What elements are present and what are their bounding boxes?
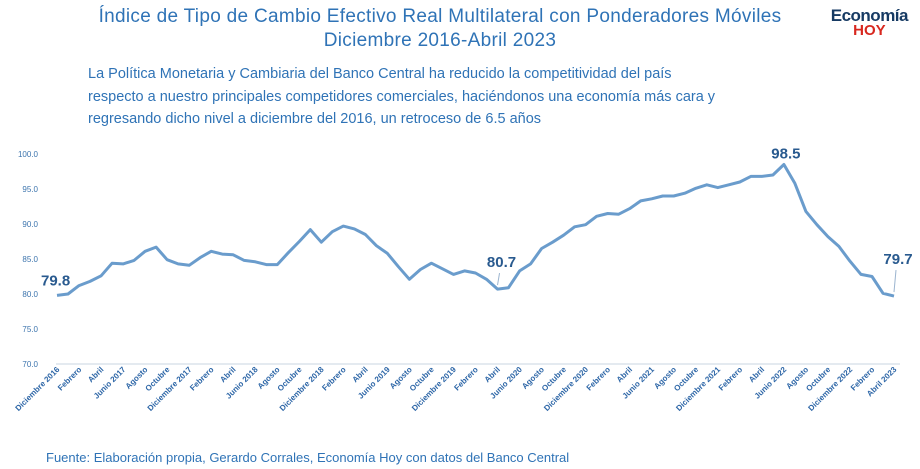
- x-tick-label: Abril: [483, 365, 502, 384]
- data-label: 98.5: [771, 146, 800, 163]
- subtitle-line2: respecto a nuestro principales competido…: [88, 89, 716, 105]
- source-note: Fuente: Elaboración propia, Gerardo Corr…: [46, 450, 570, 465]
- x-tick-label: Febrero: [320, 365, 348, 393]
- x-tick-label: Diciembre 2016: [14, 365, 62, 413]
- x-tick-label: Febrero: [717, 365, 745, 393]
- x-tick-label: Febrero: [585, 365, 613, 393]
- x-tick-label: Abril: [218, 365, 237, 384]
- data-labels: 79.8 80.7 98.5 79.7: [41, 146, 913, 293]
- x-tick-label: Abril: [351, 365, 370, 384]
- subtitle-line3: regresando dicho nivel a diciembre del 2…: [88, 111, 542, 127]
- x-tick-label: Febrero: [56, 365, 84, 393]
- data-label: 79.7: [883, 251, 912, 268]
- series-line: [56, 163, 895, 298]
- y-tick-label: 95.0: [22, 185, 38, 194]
- x-tick-label: Abril: [86, 365, 105, 384]
- data-label: 79.8: [41, 272, 70, 289]
- data-label-leader: [497, 273, 501, 286]
- chart-title-line2: Diciembre 2016-Abril 2023: [323, 30, 557, 51]
- x-tick-label: Febrero: [188, 365, 216, 393]
- y-tick-label: 90.0: [22, 220, 38, 229]
- subtitle-line1: La Política Monetaria y Cambiaria del Ba…: [88, 66, 672, 82]
- y-tick-label: 80.0: [22, 290, 38, 299]
- x-tick-label: Abril: [747, 365, 766, 384]
- y-tick-label: 70.0: [22, 360, 38, 369]
- x-tick-label: Abril: [615, 365, 634, 384]
- y-tick-label: 100.0: [18, 150, 39, 159]
- y-axis: 100.0 95.0 90.0 85.0 80.0 75.0 70.0: [18, 150, 39, 369]
- y-tick-label: 85.0: [22, 255, 38, 264]
- brand-logo-top: Economía: [830, 6, 909, 25]
- y-tick-label: 75.0: [22, 325, 38, 334]
- chart-title-line1: Índice de Tipo de Cambio Efectivo Real M…: [98, 6, 782, 27]
- brand-logo: Economía HOY: [830, 6, 909, 39]
- brand-logo-bottom: HOY: [853, 22, 886, 39]
- data-label-leader: [893, 270, 897, 293]
- x-tick-label: Febrero: [452, 365, 480, 393]
- data-label: 80.7: [487, 254, 516, 271]
